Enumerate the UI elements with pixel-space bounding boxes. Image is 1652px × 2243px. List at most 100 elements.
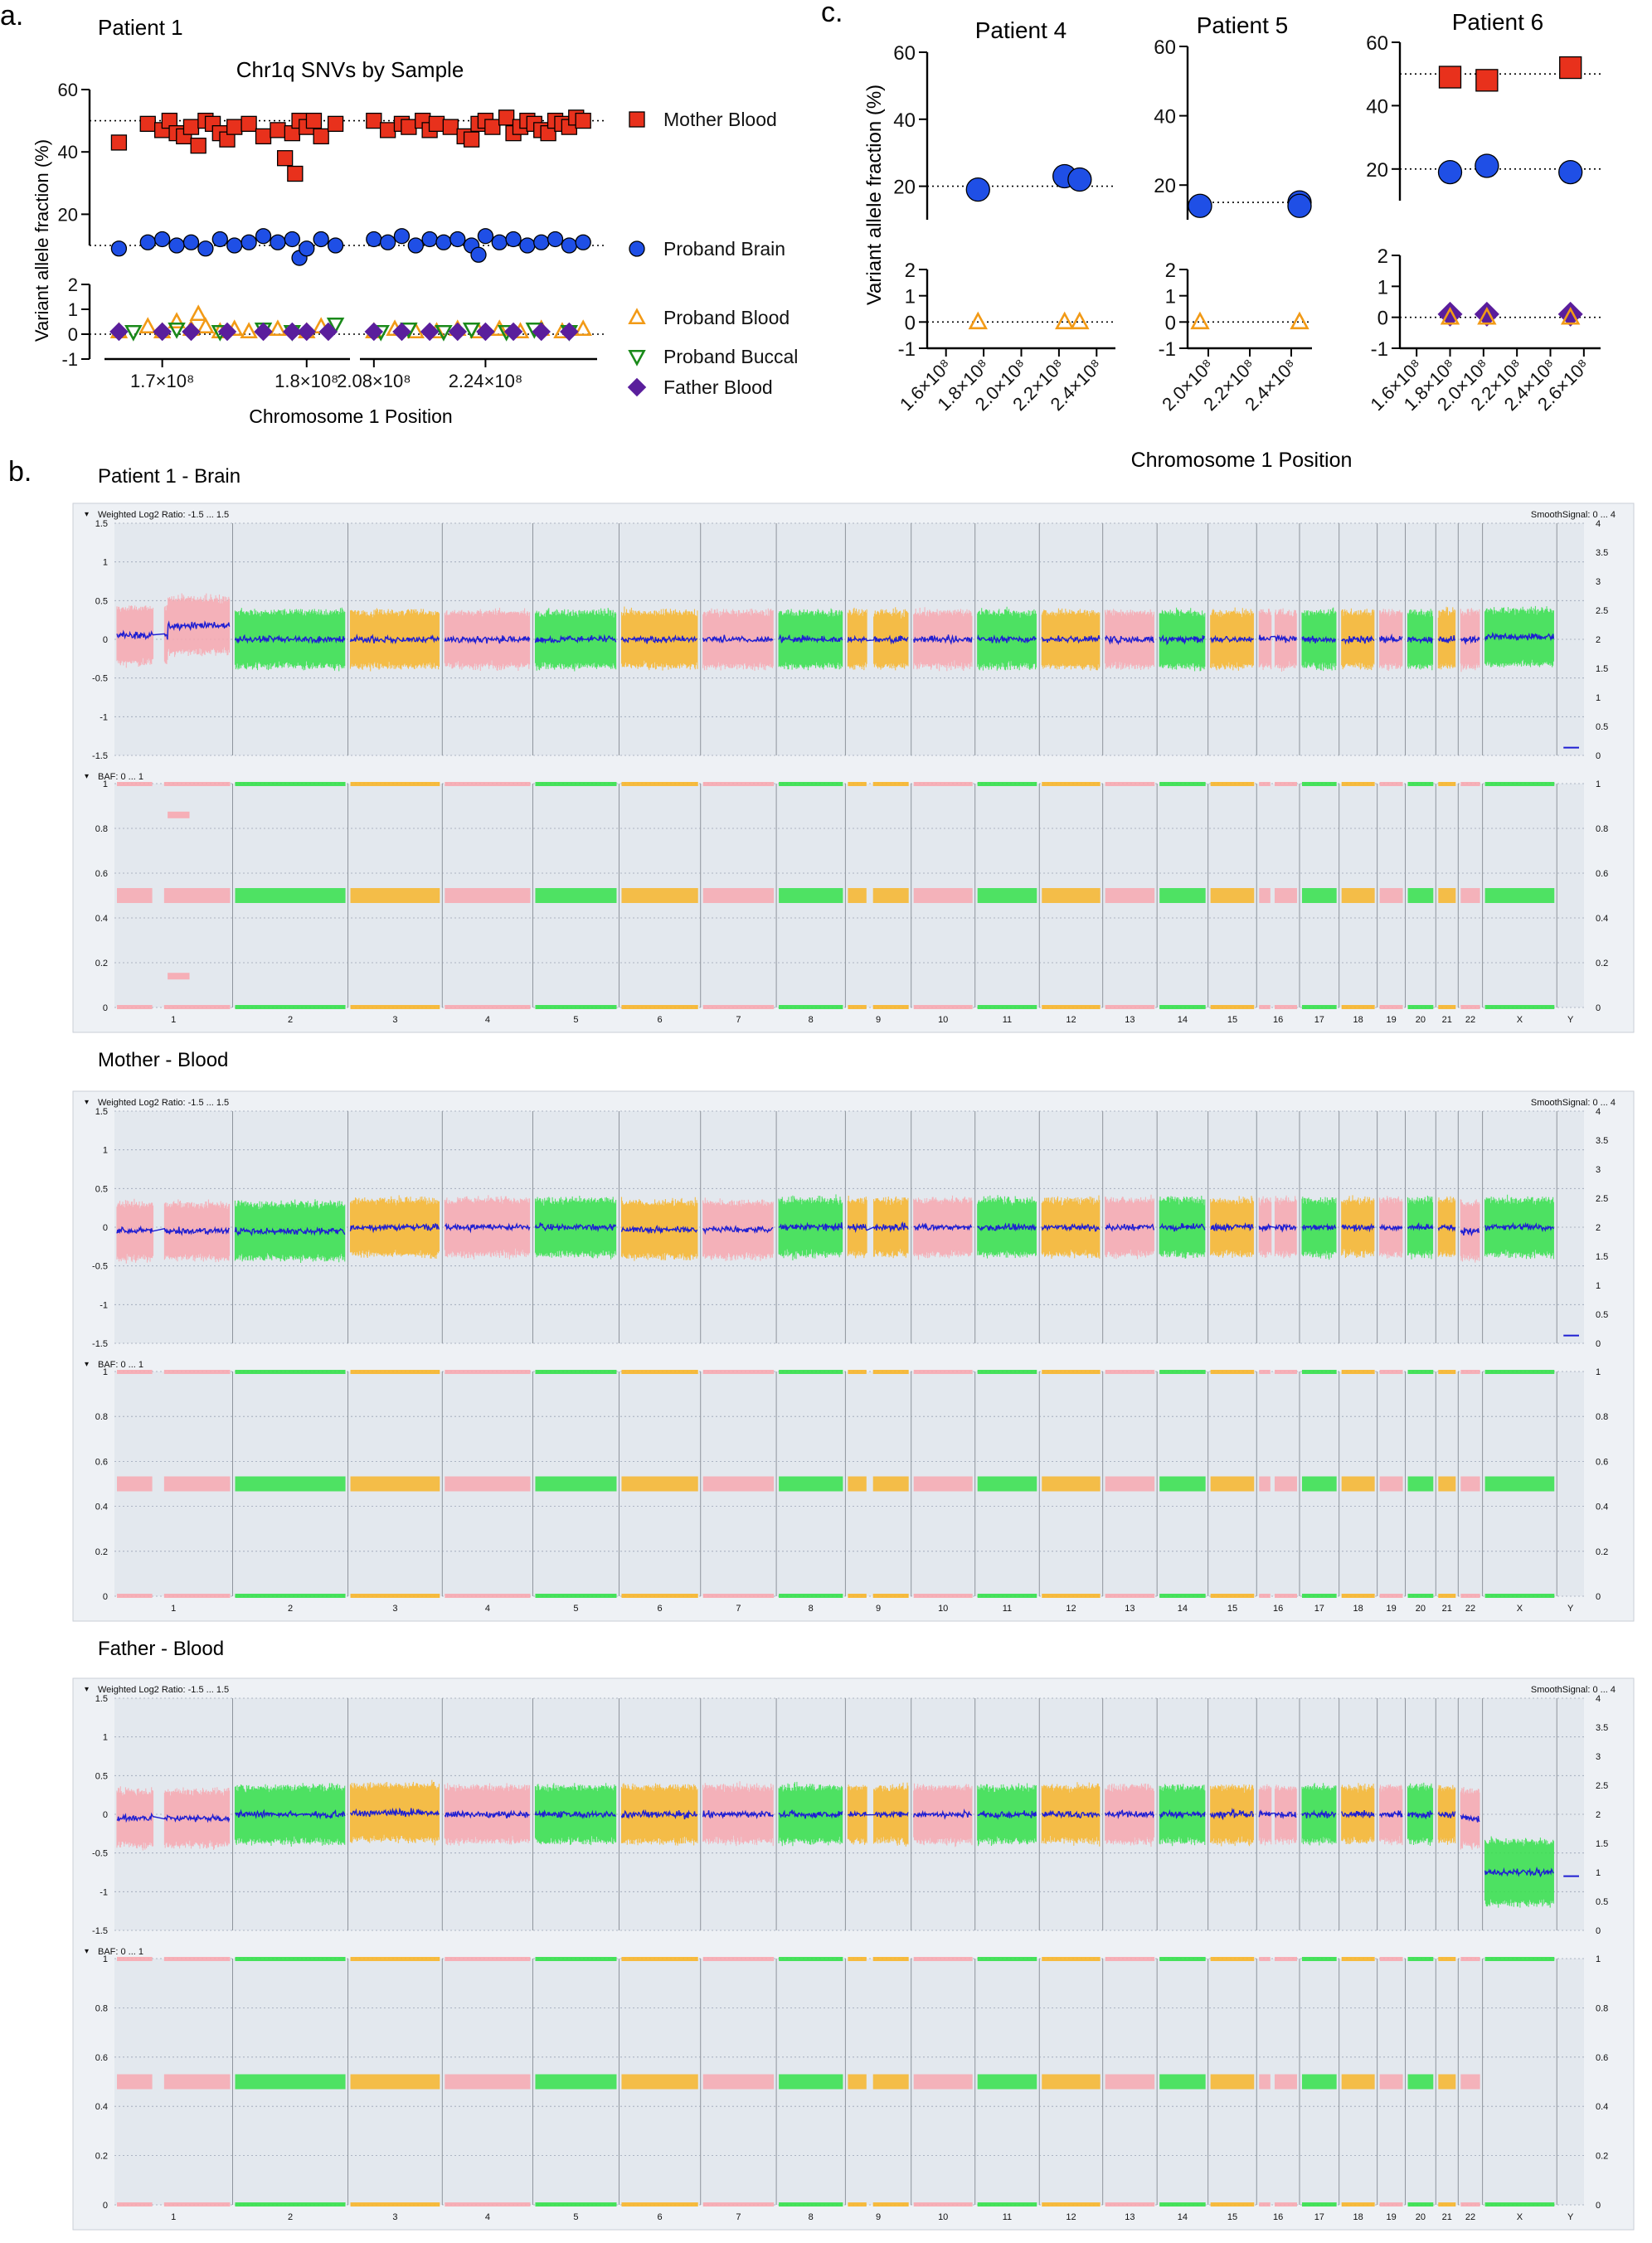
patient1-point-proband-brain bbox=[255, 228, 272, 245]
father_blood_cnv-log2-tick-label: 0.5 bbox=[95, 1771, 108, 1781]
patient1_brain_cnv-baf-right-tick-label: 0.6 bbox=[1596, 869, 1608, 879]
mother_blood_cnv-chromosome-4: 4 bbox=[441, 1111, 531, 1614]
father_blood_cnv-chromosome-13: 13 bbox=[1102, 1698, 1155, 2222]
patient6-y-tick-label: -1 bbox=[1371, 338, 1388, 361]
patient1_brain_cnv-chr-label: 15 bbox=[1227, 1015, 1237, 1025]
father_blood_cnv-log2-tick-label: 1.5 bbox=[95, 1694, 108, 1704]
patient1_brain_cnv-baf-band-0-chr11 bbox=[977, 1005, 1037, 1009]
patient1-point-proband-brain bbox=[168, 237, 185, 254]
patient1_brain_cnv-smooth-line-chr6 bbox=[620, 634, 697, 644]
father_blood_cnv-chr-label: 7 bbox=[736, 2212, 741, 2222]
father_blood_cnv-chromosome-3: 3 bbox=[347, 1698, 440, 2222]
patient1_brain_cnv-baf-band-1-chr8 bbox=[779, 782, 843, 786]
father_blood_cnv-baf-band-het-chr1 bbox=[117, 2074, 153, 2090]
patient1-point-proband-blood bbox=[574, 319, 592, 337]
mother_blood_cnv-chr-label: 5 bbox=[573, 1604, 578, 1614]
mother_blood_cnv-baf-band-het-chr18 bbox=[1341, 1476, 1375, 1492]
mother_blood_cnv-baf-band-1-chrX bbox=[1484, 1370, 1555, 1374]
mother_blood_cnv-baf-band-het-chr16 bbox=[1259, 1476, 1271, 1492]
patient1_brain_cnv-baf-right-tick-label: 1 bbox=[1596, 779, 1601, 789]
father_blood_cnv-baf-band-0-chr9 bbox=[848, 2202, 867, 2207]
mother_blood_cnv-baf-band-het-chr8 bbox=[779, 1476, 843, 1492]
patient1-point-mother-blood bbox=[484, 119, 501, 135]
father_blood_cnv-chromosome-22: 22 bbox=[1457, 1698, 1480, 2222]
patient1_brain_cnv-log2-tick-label: 1.5 bbox=[95, 519, 108, 529]
patient1_brain_cnv-baf-band-het-chr13 bbox=[1105, 888, 1155, 903]
patient1-point-proband-brain bbox=[435, 234, 452, 250]
mother_blood_cnv-baf-band-0-chr18 bbox=[1341, 1594, 1375, 1598]
father_blood_cnv-smooth-line-chrX bbox=[1484, 1866, 1554, 1878]
patient6-point-proband-brain bbox=[1437, 159, 1463, 185]
father_blood_cnv-log2-tick-label: -0.5 bbox=[92, 1849, 108, 1859]
patient1_brain_cnv-baf-band-1-chr12 bbox=[1042, 782, 1101, 786]
patient5-y-tick-label: 2 bbox=[1165, 260, 1176, 282]
mother_blood_cnv-smooth-line-chr10 bbox=[913, 1222, 973, 1232]
patient1-x-tick-label: 2.24×10⁸ bbox=[449, 371, 522, 391]
mother_blood_cnv-baf-band-0-chr1 bbox=[163, 1594, 231, 1598]
patient1_brain_cnv-chromosome-11: 11 bbox=[974, 523, 1037, 1025]
patient1_brain_cnv-baf-band-het-chr3 bbox=[350, 888, 440, 903]
mother_blood_cnv-baf-band-0-chr4 bbox=[445, 1594, 531, 1598]
patient1-point-proband-brain bbox=[407, 237, 424, 254]
patient1-point-proband-buccal bbox=[124, 324, 143, 342]
mother_blood_cnv-chromosome-9: 9 bbox=[844, 1111, 909, 1614]
patient1_brain_cnv-smooth-line-chr11 bbox=[977, 634, 1037, 644]
patient5-point-proband-blood bbox=[1190, 311, 1210, 330]
mother_blood_cnv-baf-band-1-chr18 bbox=[1341, 1370, 1375, 1374]
father_blood_cnv-baf-band-1-chr20 bbox=[1407, 1957, 1434, 1961]
patient1-point-father-blood bbox=[217, 322, 237, 342]
patient1_brain_cnv-baf-band-het-chr16 bbox=[1274, 888, 1297, 903]
patient1_brain_cnv-smooth-line-chr16 bbox=[1258, 634, 1297, 643]
patient1-point-father-blood bbox=[254, 322, 273, 342]
patient1-chart-title: Chr1q SNVs by Sample bbox=[236, 57, 464, 82]
patient1_brain_cnv-baf-band-1-chr20 bbox=[1407, 782, 1434, 786]
father_blood_cnv-chr-label: 18 bbox=[1353, 2212, 1363, 2222]
mother_blood_cnv-chromosome-19: 19 bbox=[1377, 1111, 1403, 1614]
father_blood_cnv-chr-label: 5 bbox=[573, 2212, 578, 2222]
father_blood_cnv-chromosome-1: 1 bbox=[116, 1786, 231, 2222]
mother_blood_cnv-baf-band-0-chr5 bbox=[535, 1594, 617, 1598]
patient1_brain_cnv-smooth-tick-label: 2.5 bbox=[1596, 606, 1608, 616]
patient1-point-father-blood bbox=[392, 322, 411, 342]
patient1-point-proband-brain bbox=[110, 240, 128, 257]
patient1-point-proband-brain bbox=[197, 240, 214, 257]
patient1-point-mother-blood bbox=[255, 128, 272, 145]
father_blood_cnv-baf-band-1-chrX bbox=[1484, 1957, 1555, 1961]
patient1-point-proband-buccal bbox=[326, 317, 345, 334]
patient1_brain_cnv-baf-band-het-chr8 bbox=[779, 888, 843, 903]
panel-label-a: a. bbox=[0, 0, 23, 32]
father_blood_cnv-smooth-line-chr20 bbox=[1407, 1810, 1434, 1820]
mother_blood_cnv-log2-tick-label: -1.5 bbox=[92, 1339, 108, 1349]
patient1_brain_cnv-chromosome-8: 8 bbox=[775, 523, 843, 1025]
patient1_brain_cnv-smooth-line-chr3 bbox=[349, 633, 440, 645]
mother_blood_cnv-baf-band-0-chr9 bbox=[848, 1594, 867, 1598]
mother_blood_cnv-baf-band-0-chr13 bbox=[1105, 1594, 1155, 1598]
patient1-point-proband-brain bbox=[533, 234, 550, 250]
father_blood_cnv-baf-band-het-chr9 bbox=[848, 2074, 867, 2090]
mother_blood_cnv-baf-band-1-chr5 bbox=[535, 1370, 617, 1374]
mother_blood_cnv-baf-band-0-chr1 bbox=[117, 1594, 153, 1598]
mother_blood_cnv-chr-label: 8 bbox=[809, 1604, 814, 1614]
mother_blood_cnv-smooth-line-chr8 bbox=[779, 1221, 843, 1232]
patient1-point-mother-blood bbox=[270, 122, 286, 138]
father_blood_cnv-chromosome-Y: Y bbox=[1556, 1698, 1579, 2222]
patient1_brain_cnv-chr-label: 17 bbox=[1314, 1015, 1324, 1025]
patient1-point-proband-blood bbox=[138, 317, 157, 334]
patient1_brain_cnv-baf-band-het-chr15 bbox=[1210, 888, 1255, 903]
patient1_brain_cnv-smooth-line-chr8 bbox=[778, 634, 843, 643]
mother_blood_cnv-smooth-line-chr9 bbox=[847, 1221, 909, 1233]
mother_blood_cnv-chr-label: 19 bbox=[1386, 1604, 1396, 1614]
father_blood_cnv-smooth-tick-label: 2 bbox=[1596, 1810, 1601, 1820]
patient6-point-proband-blood bbox=[1561, 306, 1581, 325]
patient1_brain_cnv-baf-collapse-icon: ▾ bbox=[85, 772, 89, 781]
cnv-title-patient1-brain: Patient 1 - Brain bbox=[98, 465, 241, 488]
patient1_brain_cnv-smooth-tick-label: 1.5 bbox=[1596, 664, 1608, 674]
patient1-point-mother-blood bbox=[182, 119, 200, 135]
patient6-y-tick-label: 60 bbox=[1366, 32, 1388, 55]
patient1_brain_cnv-baf-band-1-chr16 bbox=[1259, 782, 1271, 786]
mother_blood_cnv-baf-right-tick-label: 0.2 bbox=[1596, 1547, 1608, 1557]
patient1_brain_cnv-chr-label: 6 bbox=[658, 1015, 663, 1025]
mother_blood_cnv-smooth-tick-label: 0 bbox=[1596, 1339, 1601, 1349]
father_blood_cnv-baf-tick-label: 0.2 bbox=[95, 2152, 108, 2162]
mother_blood_cnv-baf-band-het-chr2 bbox=[235, 1476, 346, 1492]
